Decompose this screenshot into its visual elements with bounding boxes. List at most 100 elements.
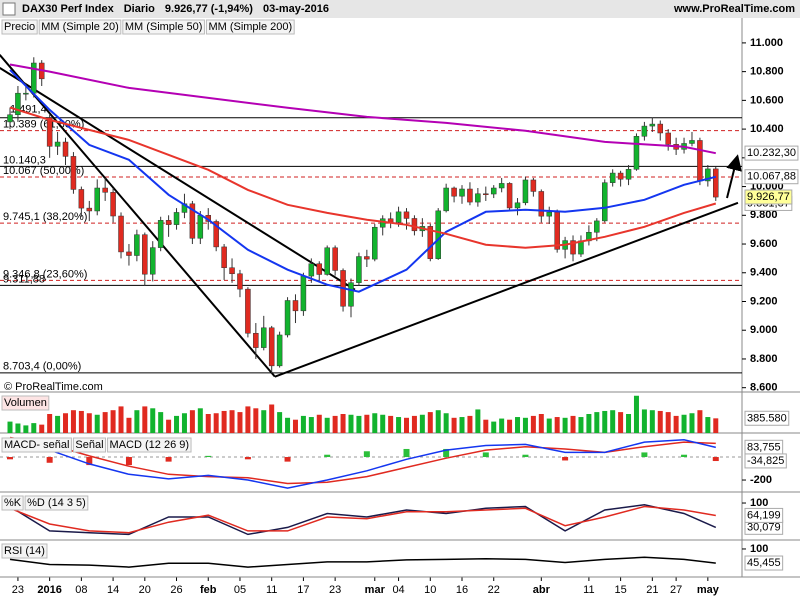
candle-body (86, 207, 93, 212)
x-tick-label: 17 (297, 584, 309, 596)
candle-body (594, 220, 600, 233)
candle-body (213, 221, 219, 248)
candle-body (506, 183, 513, 209)
candle-body (451, 187, 457, 197)
histogram-bar (86, 457, 93, 466)
candle-body (78, 189, 85, 209)
y-tick-label: 9.800 (750, 209, 778, 221)
candle-body (316, 263, 323, 275)
x-tick-label: 23 (329, 584, 341, 596)
volume-bar (562, 417, 568, 433)
candle-body (237, 273, 243, 290)
candle-body (475, 193, 481, 203)
header-bar (0, 0, 800, 18)
candle-body (364, 256, 370, 260)
date: 03-may-2016 (263, 3, 329, 15)
y-tick-label: 10.400 (750, 123, 784, 135)
candle-body (94, 187, 100, 212)
candle-body (165, 220, 172, 225)
volume-bar (427, 412, 433, 433)
y-tick-label: 100 (750, 497, 768, 509)
legend-box (1, 395, 50, 411)
volume-bar (213, 413, 219, 433)
volume-bar (47, 414, 53, 433)
y-tick-label: 9.200 (750, 295, 778, 307)
x-tick-label: 26 (170, 584, 182, 596)
candle-body (23, 92, 29, 95)
volume-bar (189, 410, 195, 433)
volume-bar (546, 418, 552, 433)
candle-body (300, 275, 307, 312)
volume-bar (396, 417, 402, 433)
candle-body (705, 168, 711, 182)
volume-bar (78, 410, 84, 433)
y-tick-label: 100 (750, 543, 768, 555)
badge-box (744, 453, 787, 469)
candle-body (649, 123, 656, 127)
volume-bar (554, 417, 560, 433)
volume-bar (245, 406, 251, 433)
volume-bar (324, 417, 330, 433)
x-tick-label: 11 (266, 584, 277, 596)
volume-bar (205, 414, 211, 433)
candle-body (403, 211, 410, 219)
volume-bar (459, 417, 465, 433)
level-label: 9.745,1 (38,20%) (3, 211, 87, 223)
x-tick-label: 22 (488, 584, 500, 596)
badge-box (744, 555, 784, 571)
candle-body (268, 327, 275, 367)
volume-bar (277, 412, 283, 433)
legend-item: MACD- señal (4, 439, 69, 451)
x-tick-label: 23 (12, 584, 24, 596)
volume-bar (39, 424, 45, 433)
histogram-bar (712, 457, 719, 462)
candle-body (467, 188, 473, 203)
histogram-bar (363, 451, 370, 458)
badge-box (744, 410, 790, 426)
candle-body (7, 114, 13, 123)
volume-bar (483, 419, 489, 433)
series-line (9, 504, 717, 536)
volume-bar (55, 415, 61, 433)
volume-bar (419, 414, 425, 433)
candle-body (633, 136, 640, 170)
series-line (9, 63, 716, 155)
value-badge: 83,755 (747, 441, 781, 453)
value-badge: 45,455 (747, 557, 781, 569)
x-tick-label: 05 (234, 584, 246, 596)
volume-bar (221, 410, 227, 433)
volume-bar (110, 410, 116, 433)
candle-body (356, 256, 362, 283)
candle-body (411, 218, 418, 232)
volume-bar (507, 419, 513, 433)
candle-body (54, 141, 61, 147)
volume-bar (475, 409, 481, 433)
volume-bar (364, 414, 370, 433)
volume-bar (356, 415, 362, 433)
volume-bar (681, 414, 687, 433)
y-tick-label: 10.800 (750, 66, 784, 78)
candle-body (435, 210, 441, 259)
candle-body (292, 300, 299, 312)
trend-line (0, 54, 276, 378)
candle-body (134, 234, 140, 256)
series-line (9, 556, 716, 568)
volume-bar (697, 410, 703, 433)
volume-bar (633, 395, 639, 433)
legend-box (1, 437, 72, 453)
series-line (9, 439, 716, 489)
y-tick-label: 9.600 (750, 238, 778, 250)
candle-body (713, 168, 719, 198)
volume-bar (142, 406, 148, 433)
level-label: 8.703,4 (0,00%) (3, 361, 81, 373)
volume-bar (499, 418, 505, 433)
histogram-bar (324, 454, 331, 458)
histogram-bar (244, 457, 251, 460)
value-badge: 30,079 (747, 521, 781, 533)
legend-item: MM (Simple 20) (41, 21, 119, 33)
candle-body (253, 332, 259, 348)
candle-body (284, 300, 291, 336)
candle-body (348, 282, 354, 307)
candle-body (395, 211, 402, 223)
level-label: 10.389 (61,80%) (3, 119, 84, 131)
